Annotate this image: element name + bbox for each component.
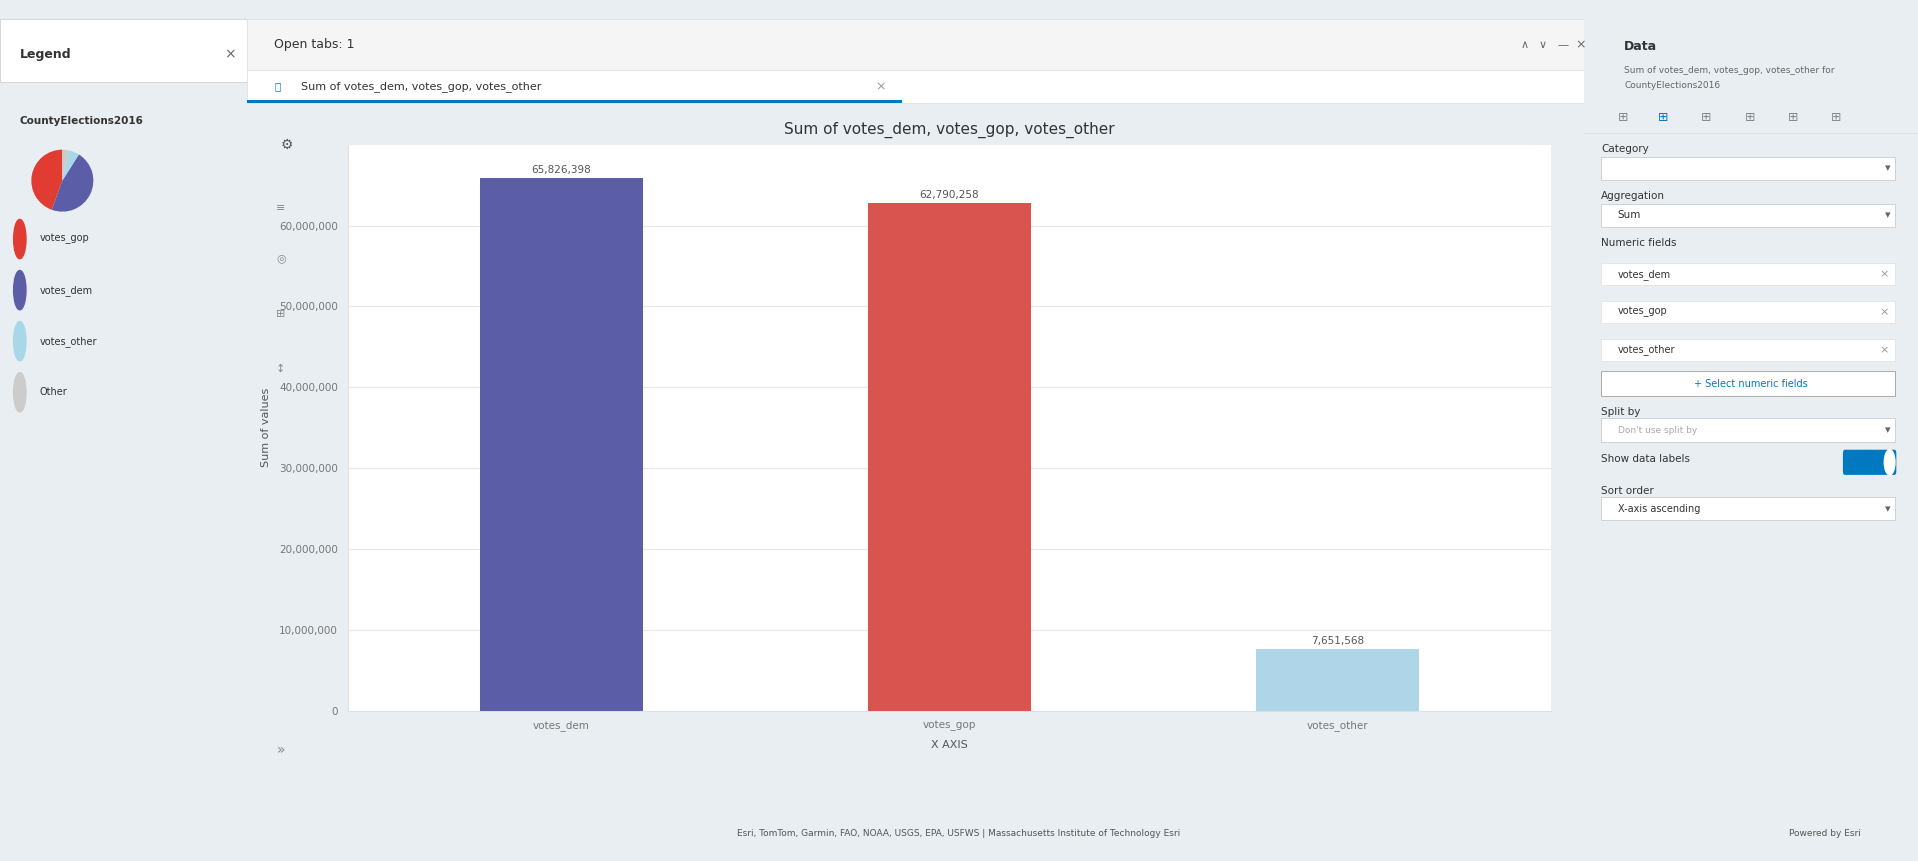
Text: Powered by Esri: Powered by Esri (1789, 828, 1860, 838)
Text: ×: × (224, 47, 236, 61)
Bar (1256, 649, 1419, 710)
Bar (247, 19, 1584, 70)
Text: ∨: ∨ (1538, 40, 1548, 50)
FancyBboxPatch shape (1602, 497, 1895, 520)
Text: ∧: ∧ (1521, 40, 1529, 50)
Text: ≡: ≡ (276, 202, 286, 213)
Text: 65,826,398: 65,826,398 (531, 165, 591, 176)
Text: 7,651,568: 7,651,568 (1310, 635, 1364, 646)
Text: »: » (276, 743, 286, 757)
Text: ×: × (1575, 39, 1586, 52)
Text: ×: × (1880, 345, 1889, 355)
Bar (247, 70, 1584, 103)
FancyBboxPatch shape (1602, 371, 1895, 396)
FancyBboxPatch shape (1602, 204, 1895, 227)
Text: ▾: ▾ (1885, 504, 1891, 514)
Text: Sum: Sum (1617, 210, 1642, 220)
Text: Open tabs: 1: Open tabs: 1 (274, 39, 355, 52)
FancyBboxPatch shape (1602, 339, 1895, 361)
Circle shape (1883, 449, 1895, 475)
Text: ↕: ↕ (276, 363, 286, 374)
Text: Aggregation: Aggregation (1602, 191, 1665, 201)
Text: ⊞: ⊞ (276, 309, 286, 319)
Text: Sum of votes_dem, votes_gop, votes_other for: Sum of votes_dem, votes_gop, votes_other… (1625, 65, 1836, 75)
Text: Data: Data (1625, 40, 1657, 53)
Text: Numeric fields: Numeric fields (1602, 238, 1676, 248)
Text: ⊞: ⊞ (1657, 111, 1669, 124)
Bar (867, 203, 1030, 710)
FancyBboxPatch shape (1602, 263, 1895, 286)
FancyBboxPatch shape (1602, 418, 1895, 442)
Text: ▾: ▾ (1885, 164, 1891, 173)
Wedge shape (31, 150, 61, 210)
Text: Sum of votes_dem, votes_gop, votes_other: Sum of votes_dem, votes_gop, votes_other (301, 81, 541, 92)
Text: ▾: ▾ (1885, 210, 1891, 220)
Text: Show data labels: Show data labels (1602, 454, 1690, 464)
Text: votes_gop: votes_gop (40, 234, 90, 245)
Text: Legend: Legend (19, 48, 71, 61)
Wedge shape (61, 151, 79, 181)
Text: Category: Category (1602, 144, 1649, 153)
Text: —: — (1557, 40, 1569, 50)
FancyBboxPatch shape (1602, 157, 1895, 180)
Text: + Select numeric fields: + Select numeric fields (1694, 379, 1809, 388)
Text: Other: Other (40, 387, 67, 397)
Text: Don't use split by: Don't use split by (1617, 425, 1697, 435)
Text: ⚙: ⚙ (280, 138, 293, 152)
Text: votes_dem: votes_dem (1617, 269, 1671, 280)
Text: ×: × (1880, 307, 1889, 317)
Text: X-axis ascending: X-axis ascending (1617, 504, 1699, 514)
Bar (0, 19, 247, 82)
Text: CountyElections2016: CountyElections2016 (1625, 81, 1720, 90)
Text: CountyElections2016: CountyElections2016 (19, 116, 144, 126)
FancyBboxPatch shape (1602, 301, 1895, 323)
X-axis label: X AXIS: X AXIS (930, 740, 969, 750)
Wedge shape (61, 150, 69, 181)
Text: votes_other: votes_other (1617, 344, 1674, 356)
Text: 62,790,258: 62,790,258 (919, 189, 978, 200)
FancyBboxPatch shape (1843, 449, 1897, 475)
Title: Sum of votes_dem, votes_gop, votes_other: Sum of votes_dem, votes_gop, votes_other (784, 121, 1114, 138)
Text: votes_dem: votes_dem (40, 285, 92, 295)
Text: ▾: ▾ (1885, 425, 1891, 435)
Text: votes_gop: votes_gop (1617, 307, 1667, 318)
Text: ◎: ◎ (276, 254, 286, 263)
Text: ⊞: ⊞ (1788, 111, 1799, 124)
Text: ×: × (877, 80, 886, 93)
Bar (247, 100, 903, 103)
Text: Sort order: Sort order (1602, 486, 1653, 496)
Circle shape (13, 322, 27, 361)
Text: ×: × (1880, 269, 1889, 280)
Circle shape (13, 220, 27, 258)
Text: ⊞: ⊞ (1701, 111, 1711, 124)
Text: Split by: Split by (1602, 407, 1640, 417)
Text: ⊞: ⊞ (1745, 111, 1755, 124)
Text: ⊞: ⊞ (1832, 111, 1841, 124)
Text: Esri, TomTom, Garmin, FAO, NOAA, USGS, EPA, USFWS | Massachusetts Institute of T: Esri, TomTom, Garmin, FAO, NOAA, USGS, E… (737, 828, 1181, 838)
Text: 📊: 📊 (274, 82, 280, 91)
Bar (480, 178, 643, 710)
Text: votes_other: votes_other (40, 336, 98, 347)
Y-axis label: Sum of values: Sum of values (261, 388, 270, 468)
Wedge shape (52, 154, 94, 212)
Circle shape (13, 373, 27, 412)
Text: ⊞: ⊞ (1617, 111, 1628, 124)
Circle shape (13, 270, 27, 310)
